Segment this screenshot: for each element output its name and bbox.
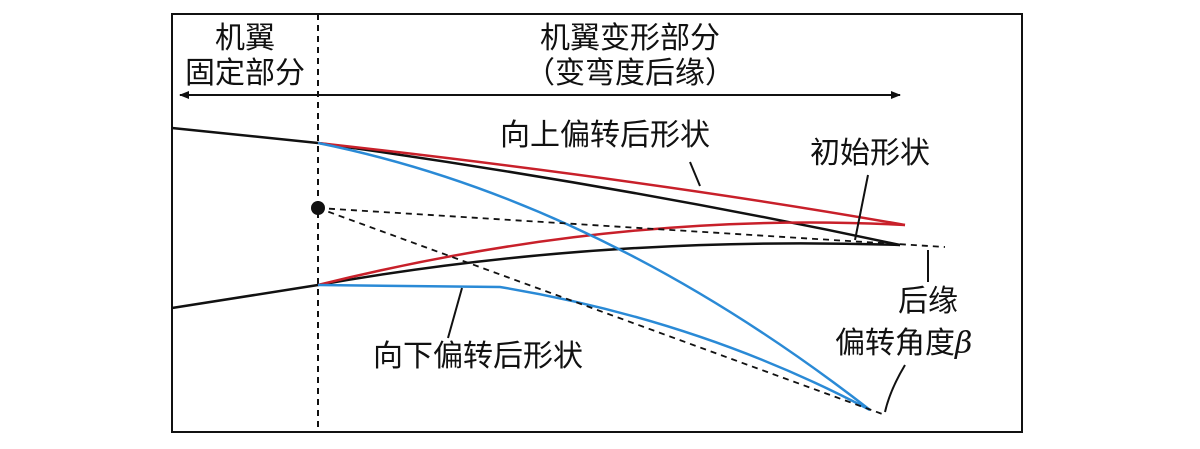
chord-initial: [317, 207, 946, 248]
chord-deflected: [317, 207, 886, 416]
angle-text: 偏转角度: [835, 326, 955, 361]
down-upper: [317, 141, 871, 411]
down-shape-label: 向下偏转后形状: [373, 339, 583, 374]
up-lower: [317, 221, 906, 287]
fixed-label: 机翼: [215, 21, 275, 56]
leader-initial: [854, 174, 869, 241]
down-lower: [317, 283, 871, 412]
initial-lower: [171, 242, 901, 310]
up-upper: [317, 141, 906, 227]
leader-angle: [884, 364, 906, 413]
fixed-label: 固定部分: [185, 56, 305, 91]
frame: [171, 13, 1023, 433]
leader-up: [689, 161, 701, 187]
leader-down: [447, 287, 463, 339]
beta-symbol: β: [954, 326, 972, 361]
initial-upper: [171, 126, 901, 247]
te-label: 后缘: [898, 284, 958, 319]
morph-label: 机翼变形部分: [540, 21, 720, 56]
up-shape-label: 向上偏转后形状: [500, 118, 710, 153]
initial-shape-label: 初始形状: [810, 136, 930, 171]
angle-label: 偏转角度β: [835, 326, 972, 361]
morph-label: （变弯度后缘）: [525, 56, 735, 91]
